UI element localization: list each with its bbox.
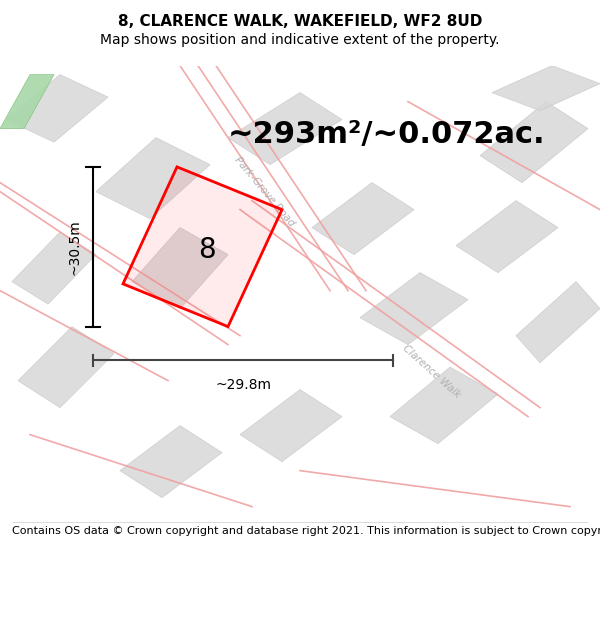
Polygon shape (6, 74, 108, 142)
Polygon shape (132, 228, 228, 309)
Polygon shape (96, 138, 210, 219)
Text: 8: 8 (198, 236, 216, 264)
Polygon shape (123, 167, 282, 327)
Polygon shape (240, 389, 342, 462)
Polygon shape (18, 327, 114, 408)
Polygon shape (0, 74, 54, 129)
Polygon shape (12, 232, 96, 304)
Polygon shape (516, 282, 600, 362)
Text: ~29.8m: ~29.8m (215, 378, 271, 392)
Text: Park-Grove Road: Park-Grove Road (232, 155, 296, 228)
Polygon shape (456, 201, 558, 272)
Polygon shape (390, 367, 498, 444)
Polygon shape (312, 182, 414, 254)
Text: Contains OS data © Crown copyright and database right 2021. This information is : Contains OS data © Crown copyright and d… (12, 526, 600, 536)
Text: ~30.5m: ~30.5m (67, 219, 81, 274)
Polygon shape (228, 92, 342, 164)
Text: Map shows position and indicative extent of the property.: Map shows position and indicative extent… (100, 33, 500, 48)
Text: 8, CLARENCE WALK, WAKEFIELD, WF2 8UD: 8, CLARENCE WALK, WAKEFIELD, WF2 8UD (118, 14, 482, 29)
Text: Clarence Walk: Clarence Walk (401, 343, 463, 400)
Polygon shape (492, 66, 600, 111)
Polygon shape (360, 272, 468, 344)
Polygon shape (480, 102, 588, 182)
Text: ~293m²/~0.072ac.: ~293m²/~0.072ac. (228, 119, 545, 149)
Polygon shape (120, 426, 222, 498)
